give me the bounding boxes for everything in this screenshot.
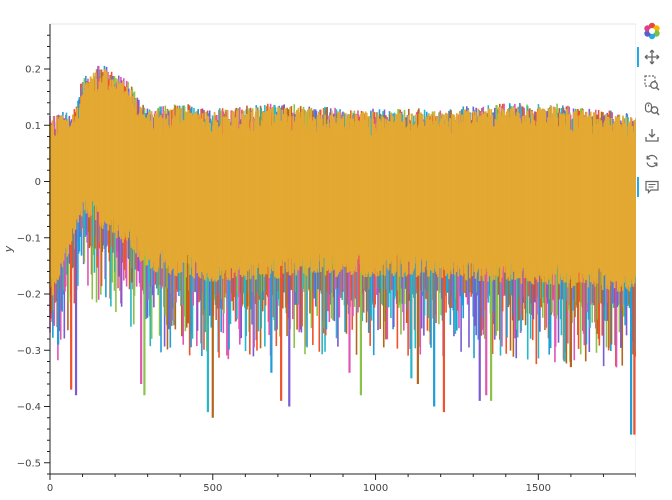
- wheel-zoom-tool[interactable]: [640, 98, 664, 120]
- hover-icon: [645, 180, 659, 194]
- x-tick-label: 1500: [526, 483, 551, 494]
- data-layer: [49, 65, 636, 435]
- y-axis-title: y: [2, 245, 15, 253]
- save-icon: [645, 129, 659, 142]
- y-tick-label: 0: [35, 177, 41, 188]
- y-tick-label: 0.1: [25, 121, 41, 132]
- y-tick-label: −0.5: [17, 458, 41, 469]
- box-zoom-tool[interactable]: [640, 72, 664, 94]
- y-tick-label: 0.2: [25, 65, 41, 76]
- pan-tool[interactable]: [637, 46, 664, 68]
- x-tick-label: 1000: [363, 483, 388, 494]
- y-tick-label: −0.2: [17, 290, 41, 301]
- reset-icon: [646, 154, 658, 168]
- x-tick-label: 0: [47, 483, 53, 494]
- y-tick-label: −0.1: [17, 233, 41, 244]
- y-tick-label: −0.4: [17, 402, 41, 413]
- bokeh-logo-button[interactable]: [640, 20, 664, 42]
- bokeh-logo-icon: [644, 22, 660, 40]
- wheel-zoom-icon: [644, 102, 660, 116]
- reset-tool[interactable]: [640, 150, 664, 172]
- box-zoom-icon: [644, 75, 660, 91]
- toolbar: [637, 20, 666, 202]
- save-tool[interactable]: [640, 124, 664, 146]
- hover-tool[interactable]: [637, 176, 664, 198]
- axes: −0.5 −0.4 −0.3 −0.2 −0.1 0 0.1 0.2 0 500 1000 1500: [17, 24, 636, 494]
- chart: −0.5−0.4−0.3−0.2−0.100.10.20 500 1000 1500 …: [2, 23, 636, 494]
- pan-icon: [644, 49, 660, 65]
- x-tick-label: 500: [203, 483, 222, 494]
- y-tick-label: −0.3: [17, 346, 41, 357]
